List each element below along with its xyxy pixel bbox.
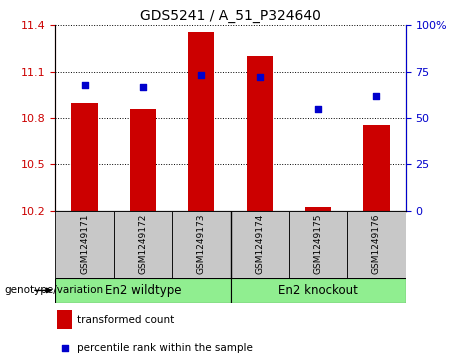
Point [256, 74, 263, 80]
Bar [188, 32, 214, 211]
Text: transformed count: transformed count [77, 315, 175, 325]
Text: GSM1249176: GSM1249176 [372, 214, 381, 274]
Bar [55, 211, 114, 278]
Text: genotype/variation: genotype/variation [5, 285, 104, 295]
Text: percentile rank within the sample: percentile rank within the sample [77, 343, 254, 354]
Text: GSM1249173: GSM1249173 [197, 214, 206, 274]
Bar [289, 211, 347, 278]
Point [198, 73, 205, 78]
Bar [55, 278, 230, 303]
Bar [230, 278, 406, 303]
Text: En2 wildtype: En2 wildtype [105, 284, 181, 297]
Text: En2 knockout: En2 knockout [278, 284, 358, 297]
Title: GDS5241 / A_51_P324640: GDS5241 / A_51_P324640 [140, 9, 321, 23]
Point [139, 83, 147, 89]
Point [314, 106, 322, 112]
Text: GSM1249175: GSM1249175 [313, 214, 323, 274]
Point [373, 93, 380, 99]
Bar [363, 125, 390, 211]
Point [61, 346, 68, 351]
Bar [71, 102, 98, 211]
Bar [247, 56, 273, 211]
Text: GSM1249172: GSM1249172 [138, 214, 148, 274]
Bar [114, 211, 172, 278]
Point [81, 82, 88, 87]
Bar [230, 211, 289, 278]
Bar [305, 207, 331, 211]
Bar [130, 110, 156, 211]
Bar [347, 211, 406, 278]
Text: GSM1249171: GSM1249171 [80, 214, 89, 274]
Bar [57, 310, 72, 330]
Text: GSM1249174: GSM1249174 [255, 214, 264, 274]
Bar [172, 211, 230, 278]
